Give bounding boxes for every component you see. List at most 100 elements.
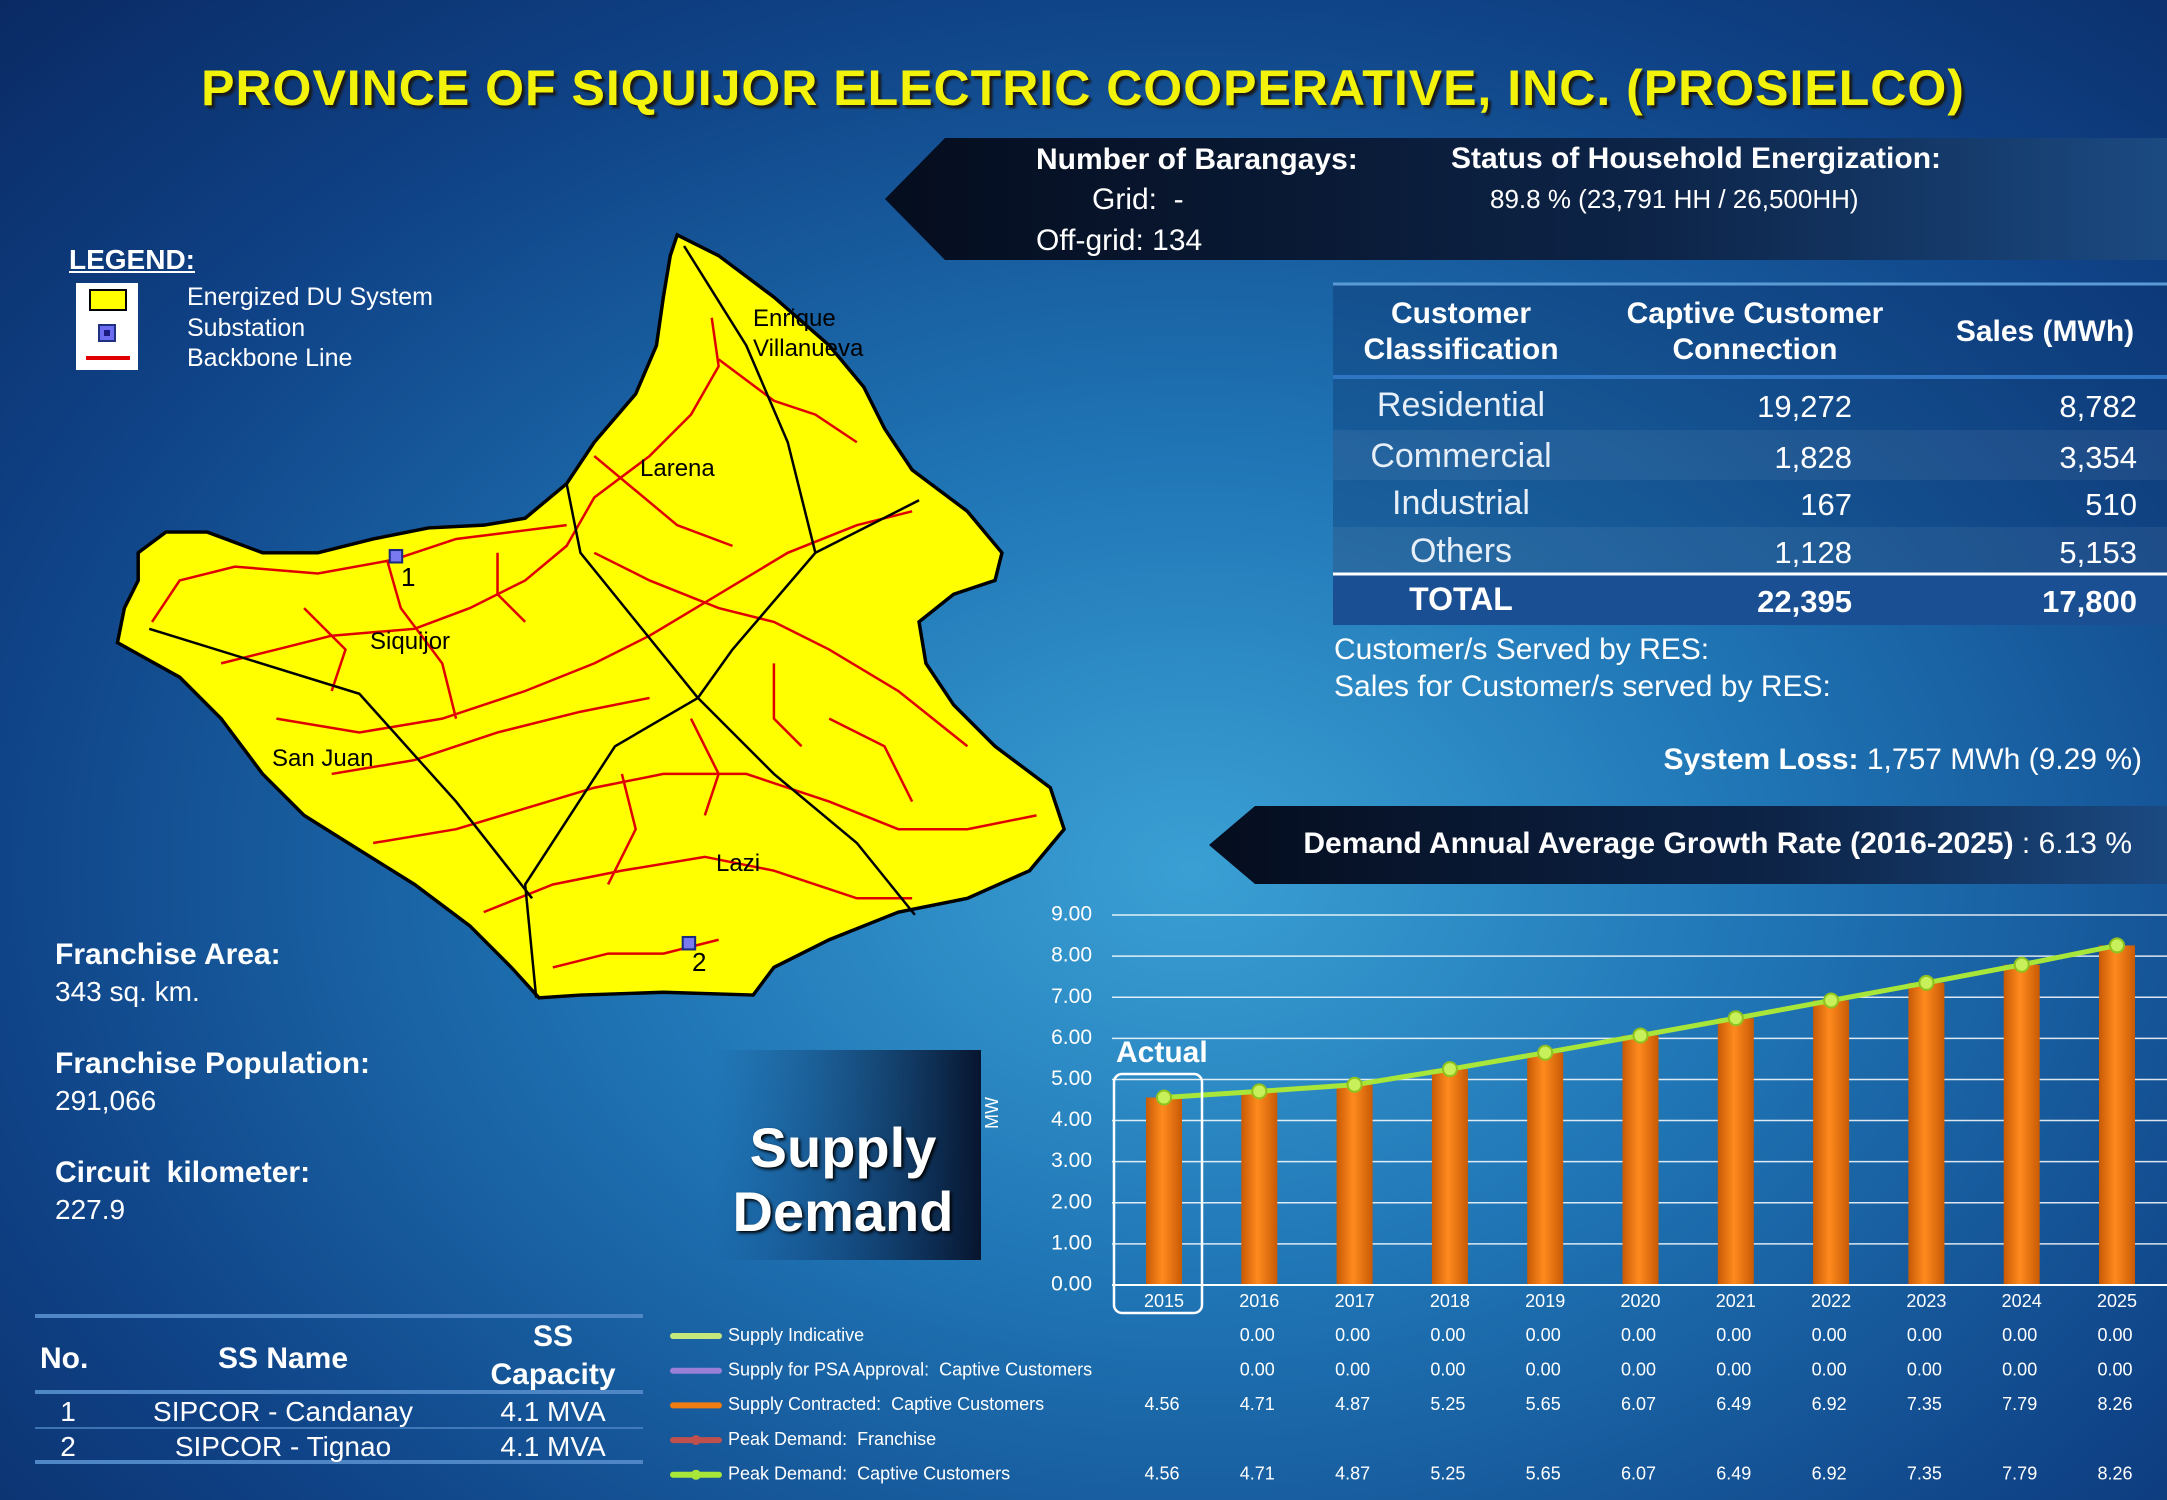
table-value: 0.00 — [1526, 1325, 1561, 1345]
table-value: 6.07 — [1621, 1464, 1656, 1484]
table-value: 5.25 — [1430, 1464, 1465, 1484]
substation-number: 2 — [692, 947, 707, 977]
line-point — [1251, 1083, 1268, 1100]
table-cell: 3,354 — [2059, 440, 2137, 475]
table-value: 0.00 — [1907, 1359, 1942, 1379]
res-line: Customer/s Served by RES: — [1334, 633, 1710, 666]
table-cell: Commercial — [1370, 437, 1552, 475]
legend-swatch-dot — [691, 1469, 701, 1480]
ss-cell: SIPCOR - Candanay — [153, 1396, 413, 1427]
table-value: 0.00 — [2097, 1325, 2132, 1345]
table-value: 5.25 — [1430, 1394, 1465, 1414]
table-cell: 8,782 — [2059, 389, 2137, 424]
barangays-grid: Grid: - — [1092, 183, 1184, 216]
page-title: PROVINCE OF SIQUIJOR ELECTRIC COOPERATIV… — [201, 60, 1965, 116]
table-cell: Industrial — [1392, 484, 1530, 522]
map-place: Siquijor — [370, 628, 451, 655]
y-tick-label: 1.00 — [1051, 1231, 1092, 1254]
table-value: 0.00 — [1812, 1325, 1847, 1345]
bar — [1527, 1052, 1564, 1285]
table-value: 0.00 — [2097, 1359, 2132, 1379]
table-value: 0.00 — [1621, 1359, 1656, 1379]
table-value: 0.00 — [1335, 1359, 1370, 1379]
legend-icons — [76, 283, 138, 370]
y-tick-label: 2.00 — [1051, 1190, 1092, 1213]
barangays-label: Number of Barangays: — [1036, 143, 1358, 176]
x-tick-label: 2025 — [2097, 1291, 2137, 1311]
franchise-label: Franchise Area: — [55, 938, 281, 971]
legend-item: Substation — [187, 314, 306, 342]
y-tick-label: 8.00 — [1051, 944, 1092, 967]
table-header: Captive Customer Connection — [1626, 297, 1884, 366]
ss-cell: 4.1 MVA — [500, 1396, 606, 1427]
growth-rate-value: : 6.13 % — [2021, 827, 2132, 860]
map-place: San Juan — [272, 745, 374, 772]
line-point — [1632, 1027, 1649, 1044]
table-value: 6.92 — [1812, 1394, 1847, 1414]
energization-value: 89.8 % (23,791 HH / 26,500HH) — [1490, 184, 1859, 214]
legend-label: Peak Demand: Captive Customers — [728, 1464, 1010, 1484]
table-cell: Others — [1409, 532, 1513, 570]
x-tick-label: 2023 — [1906, 1291, 1946, 1311]
supply-demand-box — [712, 1050, 981, 1260]
franchise-label: Circuit kilometer: — [55, 1156, 311, 1189]
table-value: 0.00 — [1240, 1359, 1275, 1379]
x-tick-label: 2015 — [1144, 1291, 1184, 1311]
legend-label: Peak Demand: Franchise — [728, 1429, 936, 1449]
bar — [2099, 945, 2135, 1285]
table-cell: 5,153 — [2059, 535, 2137, 570]
customer-table-bg — [1333, 283, 2167, 573]
legend-swatch-dot — [691, 1435, 701, 1446]
y-tick-label: 5.00 — [1051, 1067, 1092, 1090]
bar — [1622, 1035, 1659, 1285]
table-cell: 19,272 — [1757, 389, 1852, 424]
table-header: Customer Classification — [1363, 297, 1559, 366]
x-tick-label: 2020 — [1620, 1291, 1660, 1311]
table-value: 4.56 — [1144, 1394, 1179, 1414]
bar — [1241, 1091, 1278, 1285]
energization-label: Status of Household Energization: — [1451, 142, 1942, 175]
legend-item: Energized DU System — [187, 283, 433, 311]
table-value: 4.71 — [1240, 1394, 1275, 1414]
table-value: 4.87 — [1335, 1464, 1370, 1484]
map — [115, 232, 1067, 1000]
ss-header: SS Name — [217, 1342, 349, 1375]
table-value: 7.35 — [1907, 1394, 1942, 1414]
table-value: 6.07 — [1621, 1394, 1656, 1414]
bar — [1717, 1018, 1754, 1285]
table-value: 4.71 — [1240, 1464, 1275, 1484]
table-value: 0.00 — [1240, 1325, 1275, 1345]
table-value: 0.00 — [1716, 1359, 1751, 1379]
top-banner — [885, 138, 2167, 260]
table-value: 6.49 — [1716, 1394, 1751, 1414]
table-value: 4.87 — [1335, 1394, 1370, 1414]
legend-label: Supply for PSA Approval: Captive Custome… — [728, 1359, 1092, 1379]
growth-banner — [1209, 806, 2167, 884]
x-tick-label: 2016 — [1239, 1291, 1279, 1311]
y-tick-label: 3.00 — [1051, 1149, 1092, 1172]
bar — [1813, 1000, 1850, 1285]
table-value: 6.49 — [1716, 1464, 1751, 1484]
y-tick-label: 0.00 — [1051, 1273, 1092, 1296]
x-tick-label: 2022 — [1811, 1291, 1851, 1311]
y-axis-label: MW — [982, 1097, 1002, 1129]
x-tick-label: 2019 — [1525, 1291, 1565, 1311]
table-value: 0.00 — [1716, 1325, 1751, 1345]
ss-header: No. — [40, 1342, 89, 1375]
row-band — [1333, 430, 2167, 480]
map-place: Lazi — [716, 850, 761, 877]
line-point — [1441, 1061, 1458, 1078]
table-value: 0.00 — [1812, 1359, 1847, 1379]
table-cell: 1,128 — [1774, 535, 1852, 570]
franchise-value: 227.9 — [55, 1194, 126, 1225]
y-tick-label: 7.00 — [1051, 985, 1092, 1008]
system-loss-value: 1,757 MWh (9.29 %) — [1866, 743, 2142, 776]
table-value: 0.00 — [2002, 1325, 2037, 1345]
growth-rate: Demand Annual Average Growth Rate (2016-… — [1303, 826, 2132, 862]
map-place: Larena — [640, 455, 715, 482]
ss-cell: 2 — [60, 1431, 76, 1462]
table-value: 7.79 — [2002, 1394, 2037, 1414]
growth-rate-label: Demand Annual Average Growth Rate (2016-… — [1303, 827, 2014, 860]
